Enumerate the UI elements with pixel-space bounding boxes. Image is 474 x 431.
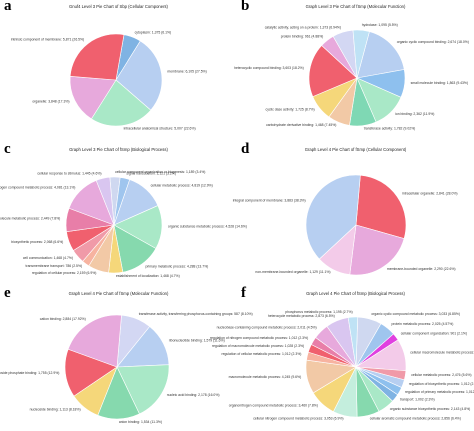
- slice-label: signal transduction: 1,121 (3.2%): [126, 171, 176, 175]
- panel-letter: e: [4, 285, 11, 301]
- slice-label: organelle: 3,848 (17.3%): [32, 99, 69, 103]
- slice-label: cellular metabolic process: 4,819 (12.9%…: [151, 184, 213, 188]
- pie-slice: [305, 174, 361, 260]
- chart-title: Graph Level 4 Pie Chart of fSmp (Molecul…: [68, 291, 169, 296]
- slice-label: primary metabolic process: 4,288 (13.7%): [146, 264, 209, 268]
- pie-slice: [67, 314, 122, 368]
- slice-label: transmembrane transport: 786 (2.5%): [26, 264, 83, 268]
- pie-slice: [95, 176, 115, 226]
- chart-title: Graph Level 3 Pie Chart of fSmp (Molecul…: [305, 4, 406, 9]
- slice-label: regulation of macromolecule metabolic pr…: [212, 344, 304, 348]
- chart-panel-d: d Graph Level 4 Pie Chart of fSmp (Cellul…: [233, 141, 474, 286]
- panel-letter: a: [4, 0, 12, 14]
- chart-panel-f: f Graph Level 4 Pie Chart of fSmp (Biolog…: [210, 285, 474, 430]
- pie-slice: [352, 29, 370, 79]
- slice-label: nucleobase-containing compound metabolic…: [217, 326, 317, 330]
- slice-label: regulation of biosynthetic process: 1,01…: [409, 382, 474, 386]
- slice-label: small molecule metabolic process: 2,449 …: [0, 216, 60, 220]
- slice-label: cellular nitrogen compound metabolic pro…: [253, 417, 343, 421]
- pie-slice: [347, 316, 359, 368]
- slice-label: nucleic acid binding: 2,178 (16.0%): [167, 393, 220, 397]
- slice-label: organic substance metabolic process: 4,5…: [168, 225, 247, 229]
- slice-label: anion binding: 1,534 (11.3%): [119, 420, 162, 424]
- slice-label: organic substance biosynthetic process: …: [390, 407, 470, 411]
- pie-chart: cytoplasm: 1,375 (6.1%) membrane: 6,105 (…: [11, 30, 207, 131]
- pie-chart: intracellular organelle: 2,841 (28.0%) me…: [233, 174, 458, 276]
- slice-label: small molecule binding: 1,863 (9.43%): [411, 81, 468, 85]
- panel-letter: c: [4, 141, 11, 157]
- slice-label: cellular response to stimulus: 1,445 (4.…: [37, 171, 101, 175]
- slice-label: organic cyclic compound binding: 2,674 (…: [397, 40, 469, 44]
- pie-chart: organic cyclic compound binding: 2,674 (…: [234, 23, 469, 131]
- slice-label: cell communication: 1,468 (4.7%): [23, 256, 73, 260]
- slice-label: intrinsic component of membrane: 5,871 (…: [11, 37, 84, 41]
- slice-label: regulation of cellular metabolic process…: [221, 352, 301, 356]
- pie-slice: [356, 31, 405, 79]
- slice-label: nucleoside binding: 1,113 (8.18%): [30, 408, 81, 412]
- slice-label: regulation of cellular process: 2,159 (6…: [32, 271, 96, 275]
- chart-panel-c: c Graph Level 3 Pie Chart of fSmp (Biolog…: [0, 141, 247, 286]
- slice-label: nitrogen compound metabolic process: 4,0…: [0, 186, 75, 190]
- slice-label: cyclic dase activity: 1,725 (8.7%): [266, 107, 315, 111]
- slice-label: membrane-bounded organelle: 2,290 (22.6%…: [387, 267, 456, 271]
- slice-label: carbohydrate derivative binding: 1,468 (…: [266, 123, 336, 127]
- slice-label: non-membrane-bounded organelle: 1,129 (1…: [255, 270, 330, 274]
- slice-label: macromolecule metabolic process: 4,245 (…: [229, 375, 302, 379]
- slice-label: hydrolase: 1,095 (5.5%): [362, 23, 398, 27]
- slice-label: cellular metabolic process: 2,476 (5.6%): [411, 373, 471, 377]
- slice-label: heterocyclic compound binding: 3,603 (18…: [234, 66, 304, 70]
- slice-label: transport: 1,002 (2.3%): [400, 398, 435, 402]
- pie-slice: [116, 364, 170, 415]
- pie-slice: [69, 33, 125, 81]
- chart-panel-e: e Graph Level 4 Pie Chart of fSmp (Molecu…: [0, 285, 253, 430]
- slice-label: organic cyclic compound metabolic proces…: [371, 312, 460, 316]
- slice-label: regulation of nitrogen compound metaboli…: [210, 336, 308, 340]
- slice-label: integral component of membrane: 3,883 (3…: [233, 198, 306, 202]
- slice-label: phosphorus metabolic process: 1,195 (2.7…: [285, 310, 352, 314]
- slice-label: cation binding: 2,884 (17.92%): [40, 317, 86, 321]
- pie-chart: cellular component organization or bioge…: [0, 170, 247, 278]
- slice-label: membrane: 6,105 (27.5%): [167, 70, 206, 74]
- chart-panel-a: a Gnuf4 Level 3 Pie Chart of Sbp (Cellula…: [0, 0, 237, 143]
- chart-panel-b: b Graph Level 3 Pie Chart of fSmp (Molecu…: [234, 0, 474, 143]
- slice-label: cellular component organization or bioge…: [115, 170, 205, 174]
- slice-label: regulation of primary metabolic process:…: [405, 390, 474, 394]
- chart-title: Graph Level 3 Pie Chart of fSmp (Biologi…: [69, 147, 168, 152]
- pie-slice: [115, 40, 163, 111]
- slice-label: ion binding: 2,362 (11.9%): [395, 112, 434, 116]
- slice-label: heterocycle metabolic process: 2,873 (6.…: [268, 314, 335, 318]
- pie-slice: [308, 45, 358, 98]
- slice-label: intracellular anatomical structure: 5,00…: [124, 127, 196, 131]
- pie-slice: [64, 348, 118, 397]
- slice-label: establishment of localization: 1,468 (4.…: [116, 274, 180, 278]
- slice-label: transferase activity, transferring phosp…: [139, 312, 253, 316]
- pie-slice: [69, 75, 117, 120]
- slice-label: cellular component organization: 901 (2.…: [401, 331, 467, 335]
- slice-label: biosynthetic process: 2,068 (6.6%): [11, 240, 63, 244]
- slice-label: intracellular organelle: 2,841 (28.0%): [402, 191, 457, 195]
- panel-letter: d: [241, 141, 250, 157]
- pie-chart: organic cyclic compound metabolic proces…: [210, 310, 474, 421]
- slice-label: cellular aromatic compound metabolic pro…: [370, 416, 461, 420]
- pie-chart: transferase activity, transferring phosp…: [0, 312, 253, 424]
- slice-label: organonitrogen compound metabolic proces…: [229, 404, 318, 408]
- slice-label: transferase activity: 1,782 (9.02%): [364, 127, 415, 131]
- slice-label: protein metabolic process: 2,025 (4.57%): [392, 322, 454, 326]
- slice-label: protein binding: 961 (4.88%): [281, 34, 324, 38]
- panel-letter: b: [241, 0, 250, 14]
- slice-label: cytoplasm: 1,375 (6.1%): [135, 30, 172, 34]
- slice-label: nucleoside phosphate binding: 1,755 (12.…: [0, 371, 59, 375]
- pie-slice: [355, 174, 407, 239]
- panel-letter: f: [241, 285, 246, 301]
- chart-title: Graph Level 4 Pie Chart of fSmp (Cellula…: [304, 147, 407, 152]
- chart-title: Graph Level 4 Pie Chart of fSmp (Biologi…: [306, 291, 405, 296]
- pie-slice: [349, 224, 405, 276]
- pie-slice: [90, 79, 152, 127]
- slice-label: catalytic activity, acting on a protein:…: [265, 25, 341, 29]
- chart-title: Gnuf4 Level 3 Pie Chart of Sbp (Cellular…: [69, 4, 168, 9]
- slice-label: cellular macromolecule metabolic process…: [410, 351, 474, 355]
- slice-label: ribonucleotide binding: 1,579 (11.6%): [169, 339, 225, 343]
